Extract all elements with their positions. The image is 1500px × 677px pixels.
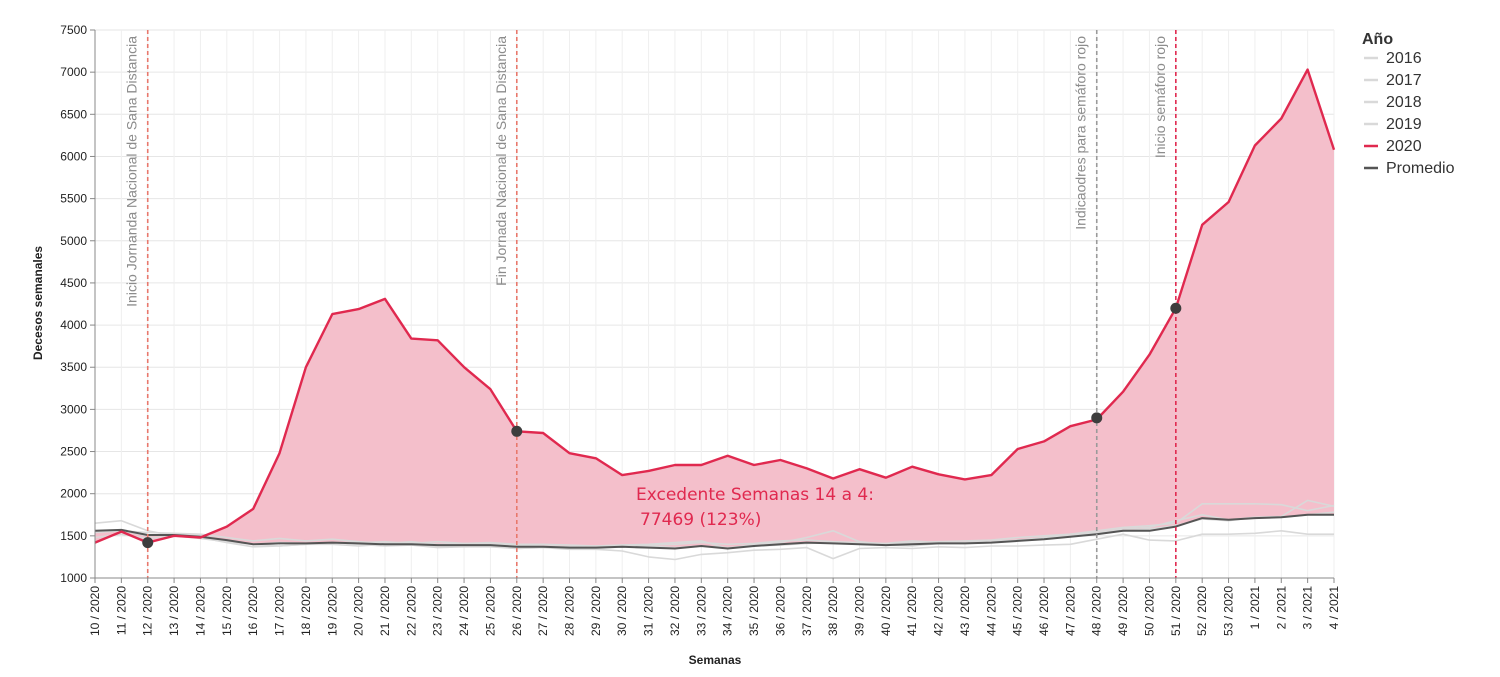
x-tick-label: 50 / 2020 [1142,586,1156,636]
legend-label-2018: 2018 [1386,94,1422,111]
x-tick-label: 49 / 2020 [1116,586,1130,636]
event-marker-1 [142,537,154,549]
x-tick-label: 30 / 2020 [615,586,629,636]
x-tick-label: 36 / 2020 [773,586,787,636]
axes: 1000 1500 2000 2500 3000 3500 4000 4500 5000 5500… [60,23,1341,636]
event-marker-4 [1170,302,1182,314]
legend-label-2020: 2020 [1386,138,1422,155]
event-lines: Inicio Jornanda Nacional de Sana Distanc… [124,30,1177,578]
y-tick-label: 7500 [60,23,87,37]
x-tick-label: 16 / 2020 [246,586,260,636]
legend-title: Año [1362,31,1393,48]
y-tick-label: 5500 [60,192,87,206]
x-tick-label: 45 / 2020 [1011,586,1025,636]
x-tick-label: 26 / 2020 [510,586,524,636]
y-tick-label: 6000 [60,149,87,163]
series-line-2020 [94,68,1336,544]
x-tick-label: 43 / 2020 [958,586,972,636]
x-tick-label: 29 / 2020 [589,586,603,636]
series-lines [94,68,1336,561]
y-tick-label: 5000 [60,234,87,248]
event-label-3: Indicaodres para semáforo rojo [1073,36,1089,230]
series-line-promedio [94,513,1334,550]
x-tick-label: 14 / 2020 [193,586,207,636]
x-tick-label: 4 / 2021 [1327,586,1341,630]
x-tick-label: 40 / 2020 [879,586,893,636]
x-tick-label: 17 / 2020 [273,586,287,636]
x-tick-label: 25 / 2020 [483,586,497,636]
x-tick-label: 13 / 2020 [167,586,181,636]
x-tick-label: 34 / 2020 [721,586,735,636]
x-tick-label: 39 / 2020 [852,586,866,636]
y-tick-label: 1500 [60,529,87,543]
x-tick-label: 10 / 2020 [88,586,102,636]
x-tick-label: 2 / 2021 [1274,586,1288,630]
x-tick-label: 37 / 2020 [800,586,814,636]
legend: Año 2016 2017 2018 2019 2020 Promedio [1362,31,1455,177]
excess-area [95,69,1334,549]
x-tick-label: 44 / 2020 [984,586,998,636]
x-tick-label: 53 / 2020 [1222,586,1236,636]
x-tick-label: 31 / 2020 [642,586,656,636]
excess-annotation-line-1: Excedente Semanas 14 a 4: [636,485,874,505]
x-tick-label: 47 / 2020 [1063,586,1077,636]
y-tick-label: 2500 [60,445,87,459]
x-tick-label: 46 / 2020 [1037,586,1051,636]
y-axis-title: Decesos semanales [31,246,45,360]
x-tick-label: 3 / 2021 [1301,586,1315,630]
event-label-1: Inicio Jornanda Nacional de Sana Distanc… [124,36,140,307]
event-marker-2 [511,425,523,437]
x-tick-label: 28 / 2020 [563,586,577,636]
x-tick-label: 23 / 2020 [431,586,445,636]
legend-label-2016: 2016 [1386,50,1422,67]
event-label-2: Fin Jornada Nacional de Sana Distancia [493,36,509,286]
x-tick-label: 15 / 2020 [220,586,234,636]
x-tick-label: 18 / 2020 [299,586,313,636]
x-tick-label: 42 / 2020 [932,586,946,636]
y-tick-label: 6500 [60,107,87,121]
legend-label-2019: 2019 [1386,116,1422,133]
series-line-2018 [94,502,1335,550]
x-tick-label: 24 / 2020 [457,586,471,636]
x-tick-label: 21 / 2020 [378,586,392,636]
x-tick-label: 52 / 2020 [1195,586,1209,636]
event-marker-3 [1091,412,1103,424]
y-tick-label: 7000 [60,65,87,79]
y-tick-label: 3000 [60,402,87,416]
legend-label-2017: 2017 [1386,72,1422,89]
event-label-4: Inicio semáforo rojo [1152,36,1168,158]
x-tick-label: 22 / 2020 [404,586,418,636]
x-tick-label: 11 / 2020 [114,586,128,635]
excess-annotation-line-2: 77469 (123%) [640,510,761,530]
y-tick-label: 1000 [60,571,87,585]
legend-label-promedio: Promedio [1386,160,1455,177]
x-tick-label: 12 / 2020 [141,586,155,636]
x-tick-label: 1 / 2021 [1248,586,1262,630]
x-tick-label: 32 / 2020 [668,586,682,636]
y-tick-label: 3500 [60,360,87,374]
y-tick-label: 4500 [60,276,87,290]
y-tick-label: 2000 [60,487,87,501]
x-tick-label: 41 / 2020 [905,586,919,636]
x-tick-label: 35 / 2020 [747,586,761,636]
x-tick-label: 20 / 2020 [352,586,366,636]
x-tick-label: 19 / 2020 [325,586,339,636]
y-tick-label: 4000 [60,318,87,332]
x-tick-label: 48 / 2020 [1090,586,1104,636]
event-markers [142,302,1182,549]
x-tick-label: 38 / 2020 [826,586,840,636]
x-axis-title: Semanas [689,653,742,667]
x-tick-label: 27 / 2020 [536,586,550,636]
x-tick-label: 51 / 2020 [1169,586,1183,636]
x-tick-label: 33 / 2020 [694,586,708,636]
